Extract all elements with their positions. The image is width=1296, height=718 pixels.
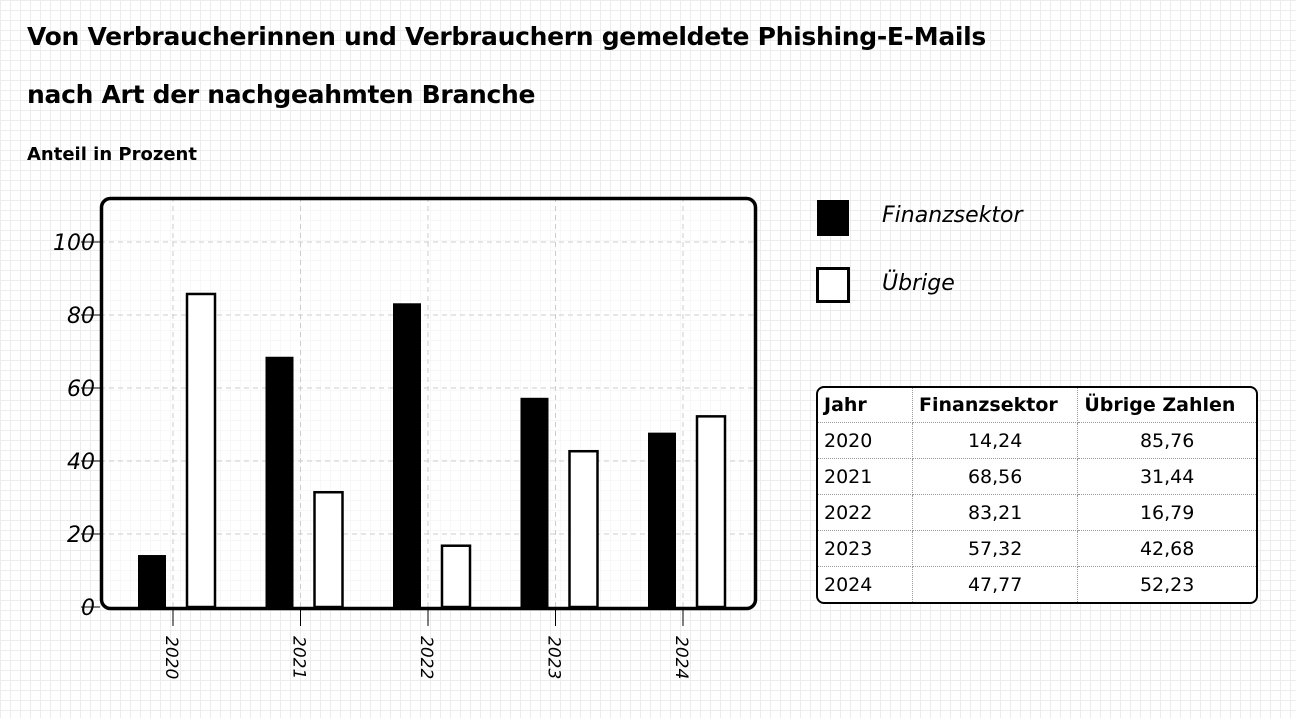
bar-finanzsektor: [520, 397, 549, 607]
bar-finanzsektor: [648, 432, 676, 607]
table-cell: 14,24: [913, 423, 1079, 459]
y-tick-label: 40: [67, 450, 95, 475]
bar-chart: 0 20 40 60 80 100 2020 2021 2022 2023 2024: [53, 196, 758, 679]
table-cell: 42,68: [1078, 531, 1256, 567]
bar-uebrige: [440, 544, 472, 609]
bar-uebrige: [695, 415, 727, 609]
table-cell: 2024: [818, 567, 913, 602]
table-cell: 31,44: [1078, 459, 1256, 495]
legend-swatch-uebrige: [816, 267, 850, 303]
y-axis-label: Anteil in Prozent: [27, 144, 197, 165]
table-cell: 47,77: [913, 567, 1079, 602]
bar-finanzsektor: [265, 356, 294, 607]
table-cell: 85,76: [1078, 423, 1256, 459]
y-tick-label: 80: [67, 304, 95, 329]
table-cell: 2022: [818, 495, 913, 531]
y-tick-label: 0: [81, 596, 95, 621]
legend-swatch-finanzsektor: [817, 200, 849, 236]
y-tick-label: 60: [67, 377, 95, 402]
table-row: 2023 57,32 42,68: [818, 531, 1256, 567]
legend-label-uebrige: Übrige: [882, 271, 955, 296]
plot-frame: [99, 196, 758, 611]
table-header-jahr: Jahr: [818, 388, 913, 423]
table-row: 2024 47,77 52,23: [818, 567, 1256, 602]
chart-title-line-1: Von Verbraucherinnen und Verbrauchern ge…: [27, 22, 987, 51]
table-cell: 68,56: [913, 459, 1079, 495]
x-tick-label: 2022: [416, 636, 436, 679]
table-header-finanzsektor: Finanzsektor: [913, 388, 1079, 423]
x-tick-label: 2023: [544, 636, 564, 679]
x-tick-label: 2021: [289, 636, 309, 679]
bar-uebrige: [313, 490, 344, 609]
x-tick-label: 2024: [671, 636, 691, 679]
table-row: 2020 14,24 85,76: [818, 423, 1256, 459]
bar-uebrige: [185, 292, 217, 609]
table-cell: 52,23: [1139, 573, 1195, 596]
x-tick-label: 2020: [161, 636, 181, 679]
table-cell: 2020: [818, 423, 913, 459]
table-cell: 16,79: [1078, 495, 1256, 531]
table-cell: 83,21: [913, 495, 1079, 531]
y-tick-label: 20: [67, 523, 95, 548]
table-header-uebrige: Übrige Zahlen: [1078, 388, 1256, 423]
table-cell: 57,32: [913, 531, 1079, 567]
bar-uebrige: [568, 449, 599, 609]
table-cell: 2021: [818, 459, 913, 495]
table-row: 2021 68,56 31,44: [818, 459, 1256, 495]
table-row: 2022 83,21 16,79: [818, 495, 1256, 531]
table-cell: 2023: [818, 531, 913, 567]
legend-label-finanzsektor: Finanzsektor: [882, 203, 1023, 228]
bar-finanzsektor: [393, 303, 421, 607]
y-tick-label: 100: [53, 231, 95, 256]
chart-title-line-2: nach Art der nachgeahmten Branche: [27, 80, 536, 109]
bar-finanzsektor: [138, 555, 166, 607]
data-table: Jahr Finanzsektor Übrige Zahlen 2020 14,2…: [816, 386, 1258, 604]
